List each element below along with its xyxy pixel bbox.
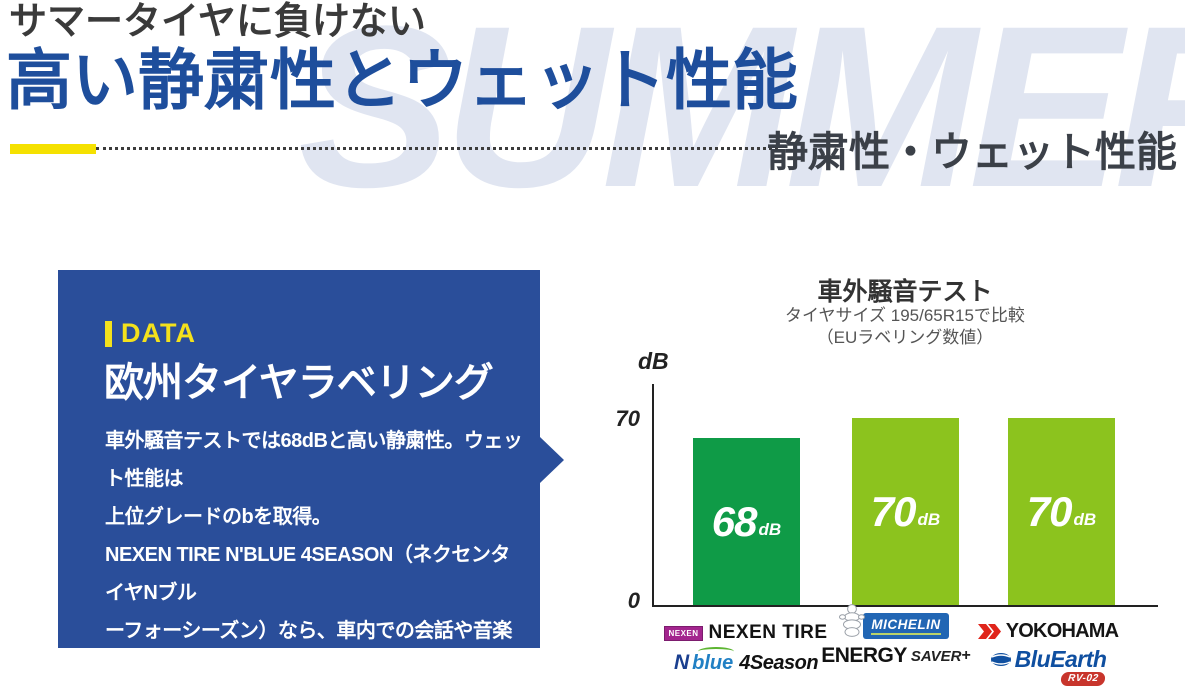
page-title: 高い静粛性とウェット性能 (6, 43, 798, 117)
saver-word: SAVER (910, 647, 962, 665)
y-axis-unit-label: dB (638, 348, 669, 374)
section-label: 静粛性・ウェット性能 (767, 129, 1177, 175)
panel-body-text: 車外騒音テストでは68dBと高い静粛性。ウェット性能は 上位グレードのbを取得。… (105, 430, 523, 680)
nblue-blue-word: blue (692, 651, 734, 674)
nblue-n-letter: N (673, 651, 690, 674)
dotted-divider (96, 147, 778, 150)
nexen-brand-group: NEXEN NEXEN TIRE N blue 4Season (658, 622, 834, 675)
data-tag: DATA (105, 318, 196, 349)
tag-label: DATA (121, 318, 196, 348)
panel-pointer-arrow (540, 437, 564, 483)
rv02-badge: RV-02 (1059, 672, 1106, 686)
nblue-4season-word: 4Season (739, 651, 819, 674)
michelin-logo-band: MICHELIN (863, 613, 949, 639)
michelin-maker-name: MICHELIN (871, 617, 941, 635)
y-tick-70: 70 (615, 406, 640, 431)
bar-nexen: 68 dB (693, 438, 800, 605)
michelin-brand-group: MICHELIN ENERGY SAVER + (818, 604, 974, 668)
yellow-accent-bar (10, 144, 96, 154)
bar-value-label: 70 dB (870, 487, 941, 535)
energy-word: ENERGY (821, 644, 907, 667)
yokohama-logo-icon (977, 624, 1001, 639)
bar-yokohama: 70 dB (1008, 418, 1115, 605)
y-axis-line (652, 384, 654, 607)
plus-sign: + (961, 647, 971, 664)
chart-title: 車外騒音テスト (817, 278, 993, 306)
bluearth-wordmark: BluEarth (1014, 646, 1107, 672)
y-tick-0: 0 (627, 588, 640, 613)
tag-marker-bar (105, 320, 112, 347)
panel-heading: 欧州タイヤラベリング (104, 361, 494, 405)
nexen-logo-icon: NEXEN (664, 625, 703, 641)
data-panel: DATA 欧州タイヤラベリング 車外騒音テストでは68dBと高い静粛性。ウェット… (58, 270, 564, 680)
nblue-4season-wordmark: N blue 4Season (673, 647, 819, 675)
nblue-swoosh-icon (697, 647, 734, 656)
header-kicker: サマータイヤに負けない (9, 1, 426, 43)
chart-subtitle: タイヤサイズ 195/65R15で比較 （EUラベリング数値） (785, 306, 1025, 347)
x-axis-line (652, 605, 1158, 607)
bar-michelin: 70 dB (852, 418, 959, 605)
bar-value-label: 68 dB (711, 497, 782, 545)
michelin-man-icon (839, 604, 866, 637)
summer-watermark-text: SUMMER (298, 0, 1185, 235)
nexen-maker-name: NEXEN TIRE (708, 622, 828, 643)
yokohama-brand-group: YOKOHAMA BluEarth RV-02 (977, 620, 1119, 686)
bar-value-label: 70 dB (1026, 487, 1097, 535)
yokohama-maker-name: YOKOHAMA (1005, 620, 1119, 642)
globe-icon (989, 652, 1012, 667)
energy-saver-wordmark: ENERGY SAVER + (821, 644, 971, 668)
